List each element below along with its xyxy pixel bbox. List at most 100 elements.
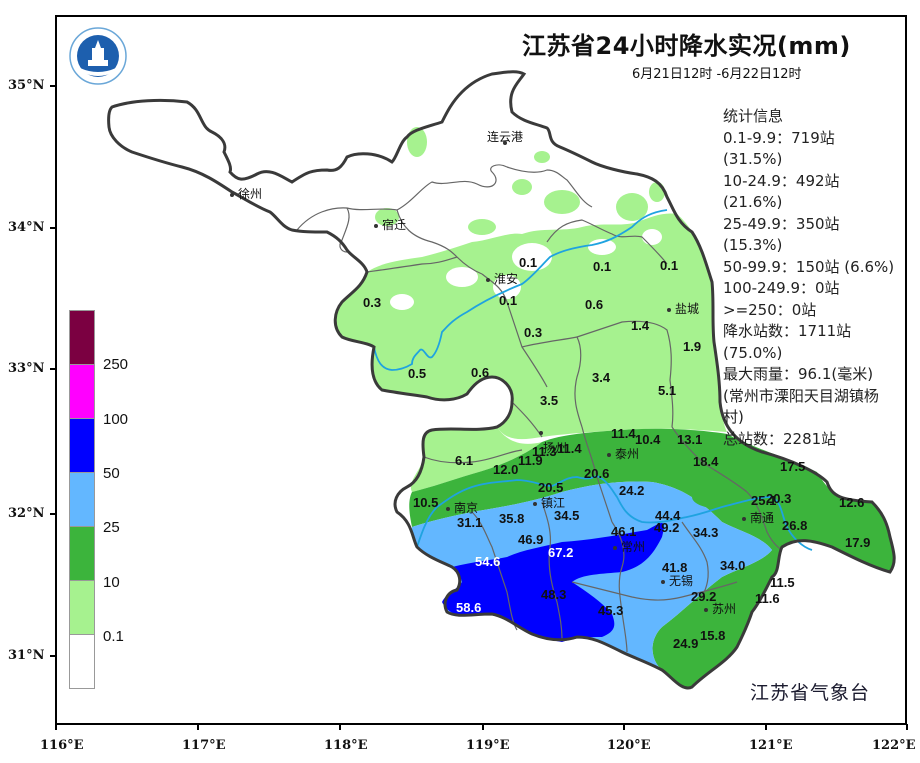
rainfall-value: 48.3 (541, 587, 567, 602)
x-tick-label: 117°E (182, 738, 226, 753)
city-nanjing: 南京 (446, 499, 478, 516)
rainfall-value: 11.3 (532, 444, 557, 459)
x-tick (623, 724, 625, 730)
x-tick (906, 724, 908, 730)
rainfall-value: 31.1 (457, 515, 483, 530)
rainfall-value: 0.1 (519, 255, 538, 270)
rainfall-value: 17.9 (845, 535, 871, 550)
y-tick-label: 35°N (8, 78, 45, 93)
stats-line: 10-24.9：492站 (723, 171, 840, 190)
rainfall-value: 58.6 (456, 600, 482, 615)
rainfall-value: 17.5 (780, 459, 806, 474)
city-lianyungang: 连云港 (487, 130, 524, 144)
city-dot-icon (503, 141, 507, 145)
legend-swatch-100-250 (69, 364, 95, 418)
rainfall-value: 0.1 (660, 258, 679, 273)
x-tick (197, 724, 199, 730)
city-suzhou: 苏州 (704, 600, 736, 617)
stats-line: 50-99.9：150站 (6.6%) (723, 257, 895, 276)
rainfall-value: 54.6 (475, 554, 501, 569)
city-huaian: 淮安 (486, 270, 518, 287)
stats-line: 总站数：2281站 (723, 429, 837, 448)
rainfall-value: 0.1 (593, 259, 612, 274)
stats-heading: 统计信息 (723, 107, 784, 125)
y-tick (50, 85, 56, 87)
rainfall-value: 0.6 (471, 365, 490, 380)
x-tick-label: 120°E (607, 738, 651, 753)
rainfall-value: 29.2 (691, 589, 717, 604)
legend-label: 100 (103, 411, 129, 428)
x-tick-label: 116°E (40, 738, 84, 753)
x-tick-label: 122°E (872, 738, 916, 753)
stats-line: (21.6%) (723, 193, 783, 211)
rainfall-value: 34.0 (720, 558, 746, 573)
city-zhenjiang: 镇江 (533, 494, 565, 511)
x-tick-label: 119°E (466, 738, 510, 753)
rainfall-value: 15.8 (700, 628, 726, 643)
rainfall-value: 49.2 (654, 520, 680, 535)
rain-zone-light-south (410, 427, 542, 492)
y-tick (50, 227, 56, 229)
rainfall-value: 10.5 (413, 495, 439, 510)
y-tick (50, 368, 56, 370)
x-tick (482, 724, 484, 730)
x-tick (339, 724, 341, 730)
rain-zone-blue-light (412, 481, 772, 670)
rainfall-value: 0.3 (363, 295, 382, 310)
rainfall-value: 0.1 (499, 293, 518, 308)
y-tick-label: 33°N (8, 361, 45, 376)
city-dot-icon (704, 607, 708, 612)
stats-line: 25-49.9：350站 (723, 214, 840, 233)
agency-name: 江苏省气象台 (750, 682, 871, 704)
rainfall-value: 13.1 (677, 432, 703, 447)
stats-line: 最大雨量：96.1(毫米) (723, 365, 874, 383)
y-tick (50, 513, 56, 515)
rainfall-value: 44.4 (655, 508, 681, 523)
y-tick-label: 32°N (8, 506, 45, 521)
statistics-panel: 统计信息 0.1-9.9：719站 (31.5%) 10-24.9：492站 (… (723, 106, 903, 450)
city-wuxi: 无锡 (661, 572, 693, 589)
city-dot-icon (539, 431, 543, 435)
legend-label: 50 (103, 465, 120, 482)
rainfall-value: 12.6 (839, 495, 865, 510)
jiangsu-meteorological-observatory-logo (69, 27, 127, 85)
city-taizhou: 泰州 (607, 445, 639, 462)
city-dot-icon (533, 501, 537, 506)
color-legend (69, 310, 95, 689)
rainfall-value: 11.4 (611, 426, 636, 441)
x-tick-label: 118°E (324, 738, 368, 753)
city-changzhou: 常州 (613, 538, 645, 555)
legend-swatch-0.1-10 (69, 580, 95, 634)
rainfall-value: 0.5 (408, 366, 427, 381)
rain-zone-medium (409, 428, 895, 689)
city-dot-icon (613, 545, 617, 550)
legend-swatch-250plus (69, 310, 95, 364)
rainfall-value: 11.9 (518, 453, 543, 468)
rainfall-value: 0.6 (585, 297, 604, 312)
city-dot-icon (486, 277, 490, 282)
city-dot-icon (742, 516, 746, 521)
rain-zone-light (335, 213, 727, 440)
stats-line: (常州市溧阳天目湖镇杨 (723, 386, 879, 405)
rainfall-value: 46.1 (611, 524, 637, 539)
legend-label: 0.1 (103, 628, 124, 645)
x-tick (55, 724, 57, 730)
x-tick-label: 121°E (749, 738, 793, 753)
legend-label: 25 (103, 519, 120, 536)
city-dot-icon (230, 192, 234, 197)
legend-swatch-50-100 (69, 418, 95, 472)
stats-line: 0.1-9.9：719站 (723, 128, 835, 147)
city-dot-icon (446, 506, 450, 511)
stats-line: 降水站数：1711站 (723, 322, 852, 340)
stats-line: (75.0%) (723, 343, 783, 362)
city-dot-icon (374, 223, 378, 228)
city-nantong: 南通 (742, 509, 774, 526)
stats-line: 100-249.9：0站 (723, 279, 840, 297)
legend-swatch-10-25 (69, 526, 95, 580)
city-yancheng: 盐城 (667, 300, 699, 317)
rainfall-value: 0.3 (524, 325, 543, 340)
rainfall-value: 3.4 (592, 370, 611, 385)
rainfall-value: 1.9 (683, 339, 702, 354)
rainfall-value: 34.5 (554, 508, 580, 523)
legend-label: 10 (103, 574, 120, 591)
